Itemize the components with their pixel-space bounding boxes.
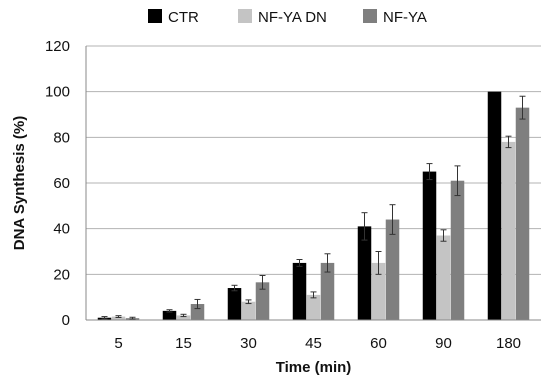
error-bars bbox=[101, 95, 526, 320]
y-tick-label: 120 bbox=[45, 38, 70, 55]
y-tick-label: 0 bbox=[62, 312, 70, 329]
x-tick-label: 60 bbox=[370, 335, 387, 352]
bar bbox=[241, 301, 256, 320]
bar bbox=[111, 316, 126, 320]
x-tick-labels: 5 15 30 45 60 90 180 bbox=[114, 335, 521, 352]
bar bbox=[190, 304, 205, 320]
x-tick-label: 15 bbox=[175, 335, 192, 352]
x-axis-title: Time (min) bbox=[276, 359, 352, 376]
bar bbox=[487, 91, 502, 321]
bar bbox=[176, 315, 191, 320]
y-tick-label: 100 bbox=[45, 84, 70, 101]
bar bbox=[227, 288, 242, 320]
bar bbox=[162, 310, 177, 320]
legend-label: NF-YA DN bbox=[258, 9, 327, 26]
bar bbox=[255, 282, 270, 320]
x-tick-label: 5 bbox=[114, 335, 122, 352]
bar bbox=[320, 262, 335, 320]
bar bbox=[515, 107, 530, 321]
legend-swatch bbox=[238, 9, 252, 23]
bar bbox=[385, 219, 400, 320]
bar bbox=[357, 226, 372, 320]
y-axis-title: DNA Synthesis (%) bbox=[11, 116, 28, 250]
legend-swatch bbox=[148, 9, 162, 23]
y-tick-label: 40 bbox=[53, 221, 70, 238]
x-tick-label: 30 bbox=[240, 335, 257, 352]
gridlines bbox=[86, 45, 541, 275]
y-tick-labels: 0 20 40 60 80 100 120 bbox=[45, 38, 70, 329]
bar bbox=[450, 180, 465, 320]
x-tick-label: 180 bbox=[496, 335, 521, 352]
y-tick-label: 80 bbox=[53, 129, 70, 146]
bar bbox=[306, 294, 321, 320]
bar bbox=[501, 141, 516, 320]
legend-label: CTR bbox=[168, 9, 199, 26]
x-tick-label: 90 bbox=[435, 335, 452, 352]
legend-swatch bbox=[363, 9, 377, 23]
bar bbox=[422, 171, 437, 320]
bar bbox=[292, 262, 307, 320]
y-tick-label: 60 bbox=[53, 175, 70, 192]
x-tick-label: 45 bbox=[305, 335, 322, 352]
bar bbox=[436, 235, 451, 320]
axes bbox=[85, 46, 541, 321]
legend: CTR NF-YA DN NF-YA bbox=[148, 9, 427, 26]
bars bbox=[97, 91, 530, 321]
legend-label: NF-YA bbox=[383, 9, 427, 26]
y-tick-label: 20 bbox=[53, 266, 70, 283]
bar bbox=[371, 262, 386, 320]
